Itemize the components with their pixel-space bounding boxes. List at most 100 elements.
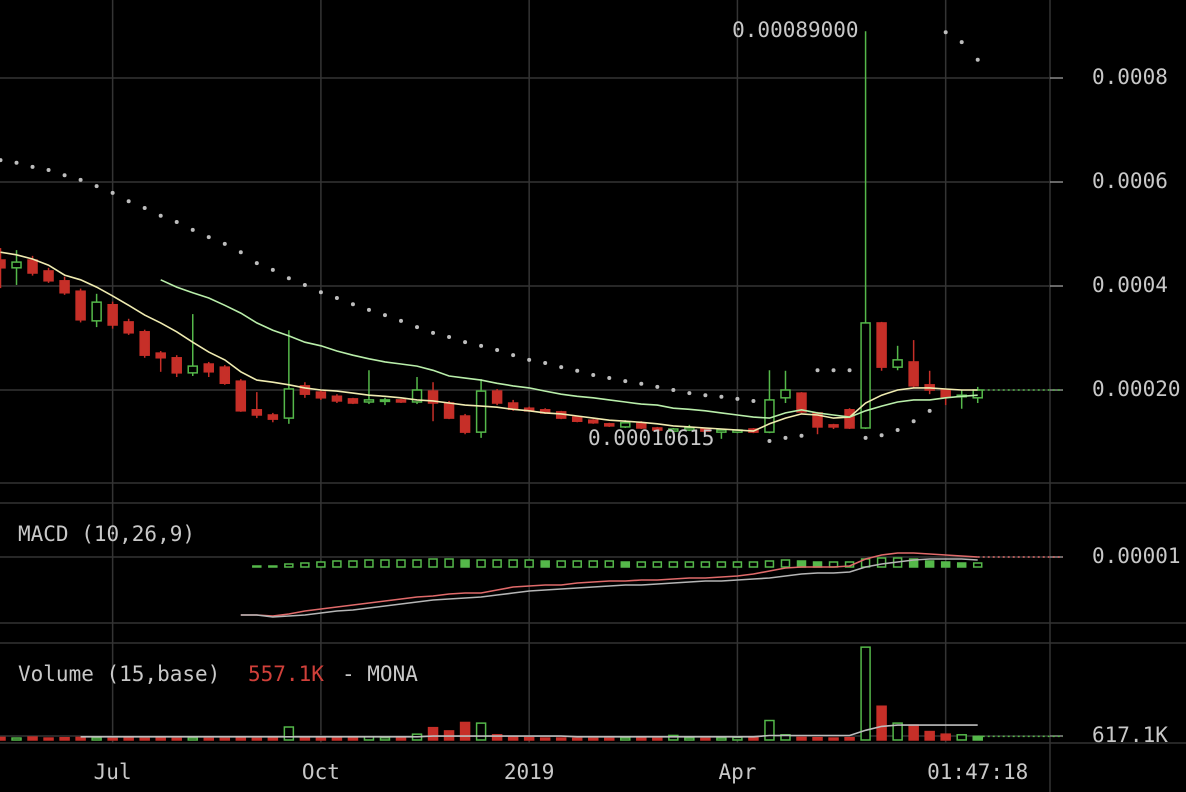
macd-histogram-bar: [284, 563, 294, 568]
x-tick-label: Apr: [718, 760, 756, 784]
volume-symbol: - MONA: [342, 662, 418, 686]
volume-bar: [43, 737, 54, 741]
volume-bar: [668, 734, 679, 741]
candle-body: [187, 365, 198, 374]
macd-histogram-bar: [396, 559, 406, 568]
moving-average-line: [0, 251, 978, 432]
volume-bar: [187, 737, 198, 741]
sar-dot: [399, 318, 403, 323]
volume-bar: [299, 736, 311, 741]
macd-histogram-bar: [492, 559, 502, 568]
sar-dot: [463, 340, 468, 345]
volume-bar: [636, 737, 647, 741]
sar-dot: [254, 261, 259, 266]
candle-body: [395, 399, 407, 403]
sar-dot: [286, 276, 291, 281]
volume-bar: [91, 737, 102, 741]
macd-histogram-bar: [332, 560, 342, 568]
sar-dot: [719, 394, 724, 399]
volume-bar: [75, 736, 86, 741]
y-tick-label: 0.0006: [1092, 169, 1168, 193]
candle-body: [91, 301, 102, 322]
candle-body: [283, 388, 295, 419]
macd-histogram-bar: [780, 559, 791, 568]
sar-dot: [527, 357, 532, 362]
volume-bar: [347, 737, 359, 741]
volume-bar: [123, 737, 134, 741]
sar-dot: [0, 158, 3, 163]
y-tick-label: 0.0008: [1092, 65, 1168, 89]
candle-body: [828, 424, 839, 428]
sar-dot: [655, 384, 660, 389]
sar-dot: [815, 368, 820, 373]
macd-histogram-bar: [588, 560, 598, 568]
sar-dot: [847, 368, 852, 373]
sar-dot: [735, 396, 740, 401]
volume-bar: [155, 737, 166, 741]
macd-histogram-bar: [476, 559, 486, 568]
sar-dot: [62, 173, 67, 178]
volume-bar: [732, 736, 743, 741]
volume-bar: [956, 734, 967, 741]
sar-dot: [78, 177, 83, 182]
sar-dot: [911, 419, 916, 424]
volume-ma-line: [80, 724, 978, 738]
sar-dot: [575, 368, 580, 373]
sar-dot: [46, 168, 51, 173]
volume-bar: [171, 737, 182, 741]
candle-body: [459, 415, 471, 433]
y-tick-label: 0.00020: [1092, 377, 1181, 401]
volume-bar: [940, 733, 951, 741]
candle-body: [219, 366, 231, 385]
x-tick-label: Oct: [302, 760, 340, 784]
macd-histogram-bar: [428, 558, 438, 568]
candle-body: [860, 322, 871, 429]
volume-bar: [844, 736, 855, 741]
volume-bar: [395, 737, 407, 741]
candle-body: [107, 303, 118, 326]
candle-body: [155, 352, 166, 359]
volume-title: Volume (15,base): [18, 662, 220, 686]
candle-body: [892, 359, 903, 368]
volume-bar: [652, 737, 663, 741]
sar-dot: [943, 30, 948, 35]
candle-body: [491, 390, 503, 404]
candle-body: [700, 428, 711, 432]
sar-dot: [863, 435, 868, 440]
candle-body: [299, 385, 311, 395]
sar-dot: [206, 235, 211, 240]
volume-current: 557.1K: [248, 662, 324, 686]
sar-dot: [270, 267, 275, 272]
y-tick-label: 0.00001: [1092, 544, 1181, 568]
sar-dot: [14, 160, 19, 165]
macd-histogram-bar: [972, 562, 983, 568]
sar-dot: [495, 347, 500, 352]
candle-body: [908, 361, 919, 387]
y-tick-label: 617.1K: [1092, 723, 1168, 747]
macd-histogram-bar: [684, 561, 695, 568]
candle-body: [571, 416, 583, 422]
sar-dot: [687, 391, 692, 396]
macd-line: [240, 552, 978, 617]
candle-body: [620, 422, 631, 428]
sar-dot: [975, 57, 980, 62]
volume-bar: [235, 737, 247, 741]
macd-histogram-bar: [620, 561, 631, 568]
macd-histogram-bar: [268, 565, 278, 568]
sar-dot: [174, 220, 179, 225]
volume-bar: [812, 736, 823, 741]
volume-bar: [139, 737, 150, 741]
candle-body: [235, 380, 247, 412]
volume-bar: [828, 737, 839, 741]
candle-body: [379, 399, 391, 403]
candle-body: [171, 357, 182, 374]
macd-histogram-bar: [556, 560, 566, 568]
sar-dot: [799, 433, 804, 438]
macd-histogram-bar: [700, 561, 711, 568]
sar-dot: [238, 250, 243, 255]
sar-dot: [190, 227, 195, 232]
volume-bar: [684, 737, 695, 741]
macd-histogram-bar: [732, 561, 743, 568]
